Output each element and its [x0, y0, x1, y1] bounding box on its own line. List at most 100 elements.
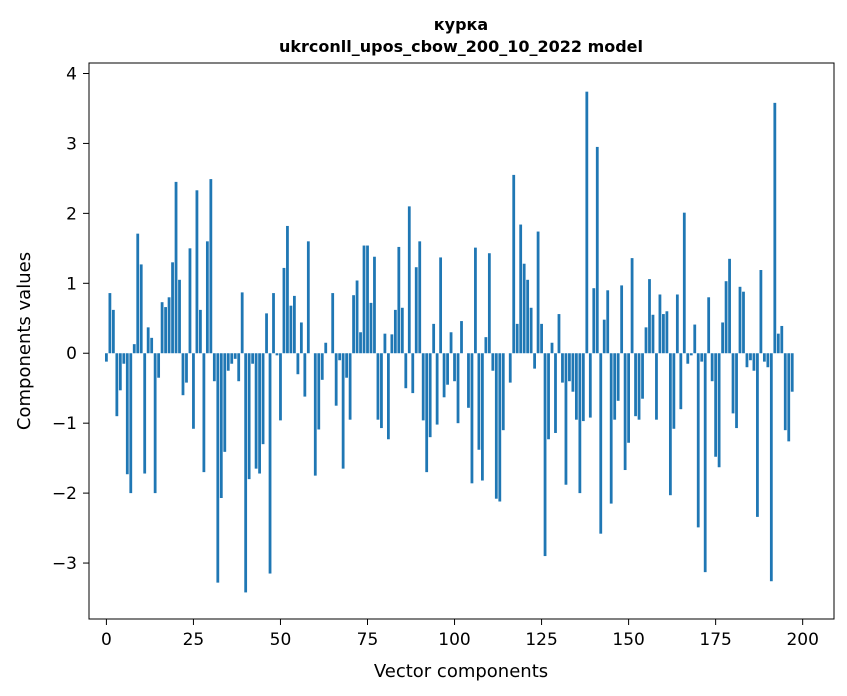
- bar: [790, 353, 794, 392]
- bar: [212, 353, 216, 382]
- bar: [202, 353, 206, 473]
- bar: [299, 322, 303, 354]
- bar: [529, 307, 533, 354]
- bar: [498, 353, 502, 502]
- bar: [216, 353, 220, 583]
- bar: [554, 353, 557, 433]
- bar: [519, 224, 523, 354]
- bar: [484, 337, 488, 354]
- bar: [665, 311, 669, 354]
- bar: [568, 353, 571, 382]
- bar: [282, 267, 286, 354]
- bar: [533, 353, 536, 369]
- bar: [289, 305, 293, 354]
- x-tick-label: 50: [270, 630, 292, 650]
- bar: [515, 323, 519, 354]
- bar: [644, 327, 648, 354]
- bar: [756, 353, 759, 517]
- bar: [710, 353, 714, 382]
- x-tick-label: 0: [101, 630, 112, 650]
- bar: [251, 353, 255, 364]
- y-tick-label: 0: [66, 344, 77, 364]
- bar: [752, 353, 756, 371]
- bar: [585, 91, 589, 354]
- y-tick-label: 2: [66, 204, 77, 224]
- bar: [373, 256, 376, 354]
- bar: [474, 247, 477, 354]
- bar: [254, 353, 258, 469]
- bar: [599, 353, 603, 534]
- bar: [749, 353, 752, 361]
- bar: [623, 353, 627, 471]
- bar: [272, 293, 275, 354]
- bar: [616, 353, 620, 401]
- chart-title: курка: [434, 15, 488, 34]
- y-tick-label: 1: [66, 274, 77, 294]
- bar: [432, 323, 436, 354]
- bar: [286, 225, 289, 354]
- y-axis-ticks: −3 −2 −1 0 1 2 3 4: [52, 64, 89, 574]
- bar: [275, 353, 279, 356]
- bar: [470, 353, 474, 484]
- bar: [209, 179, 213, 354]
- bar: [637, 353, 641, 420]
- bar: [279, 353, 282, 421]
- y-axis-label: Components values: [14, 252, 35, 430]
- bar: [421, 353, 425, 421]
- bar: [237, 353, 241, 382]
- bar: [223, 353, 227, 452]
- y-tick-label: 4: [66, 64, 77, 84]
- bar: [606, 290, 610, 354]
- bar: [185, 353, 188, 383]
- bar: [122, 353, 126, 364]
- bar: [240, 292, 244, 354]
- x-tick-label: 175: [699, 630, 731, 650]
- bar: [721, 322, 724, 354]
- bar: [174, 181, 178, 354]
- bar: [230, 353, 234, 364]
- bar: [675, 294, 679, 354]
- x-axis-label: Vector components: [374, 661, 548, 682]
- bar: [404, 353, 408, 389]
- bar: [696, 353, 700, 528]
- bar: [244, 353, 248, 593]
- bar: [620, 285, 624, 354]
- bar: [226, 353, 230, 371]
- bar: [467, 353, 470, 408]
- bar: [627, 353, 630, 443]
- bar: [181, 353, 185, 396]
- bar: [630, 258, 634, 354]
- bar: [345, 353, 349, 378]
- bar: [728, 258, 731, 354]
- bar: [581, 353, 585, 422]
- bar: [334, 353, 338, 406]
- bar: [679, 353, 683, 410]
- bar: [306, 241, 310, 354]
- x-tick-label: 75: [357, 630, 379, 650]
- bar: [115, 353, 119, 417]
- bar: [731, 353, 735, 414]
- bar: [609, 353, 613, 504]
- bar: [428, 353, 432, 438]
- bar: [641, 353, 644, 399]
- bar: [449, 332, 453, 354]
- bar: [324, 342, 328, 354]
- bar: [125, 353, 129, 475]
- bar: [146, 327, 150, 354]
- bar: [766, 353, 770, 368]
- bar: [491, 353, 495, 371]
- bar: [233, 353, 237, 359]
- bar: [387, 353, 390, 440]
- x-tick-label: 100: [438, 630, 470, 650]
- bar: [268, 353, 272, 574]
- y-tick-label: 3: [66, 134, 77, 154]
- bar: [352, 295, 355, 354]
- bar: [512, 174, 516, 354]
- bar: [787, 353, 791, 442]
- bar: [397, 246, 401, 354]
- bar: [359, 332, 362, 354]
- bar: [247, 353, 251, 480]
- bar: [648, 279, 651, 354]
- bar: [338, 353, 342, 361]
- bar: [742, 291, 745, 354]
